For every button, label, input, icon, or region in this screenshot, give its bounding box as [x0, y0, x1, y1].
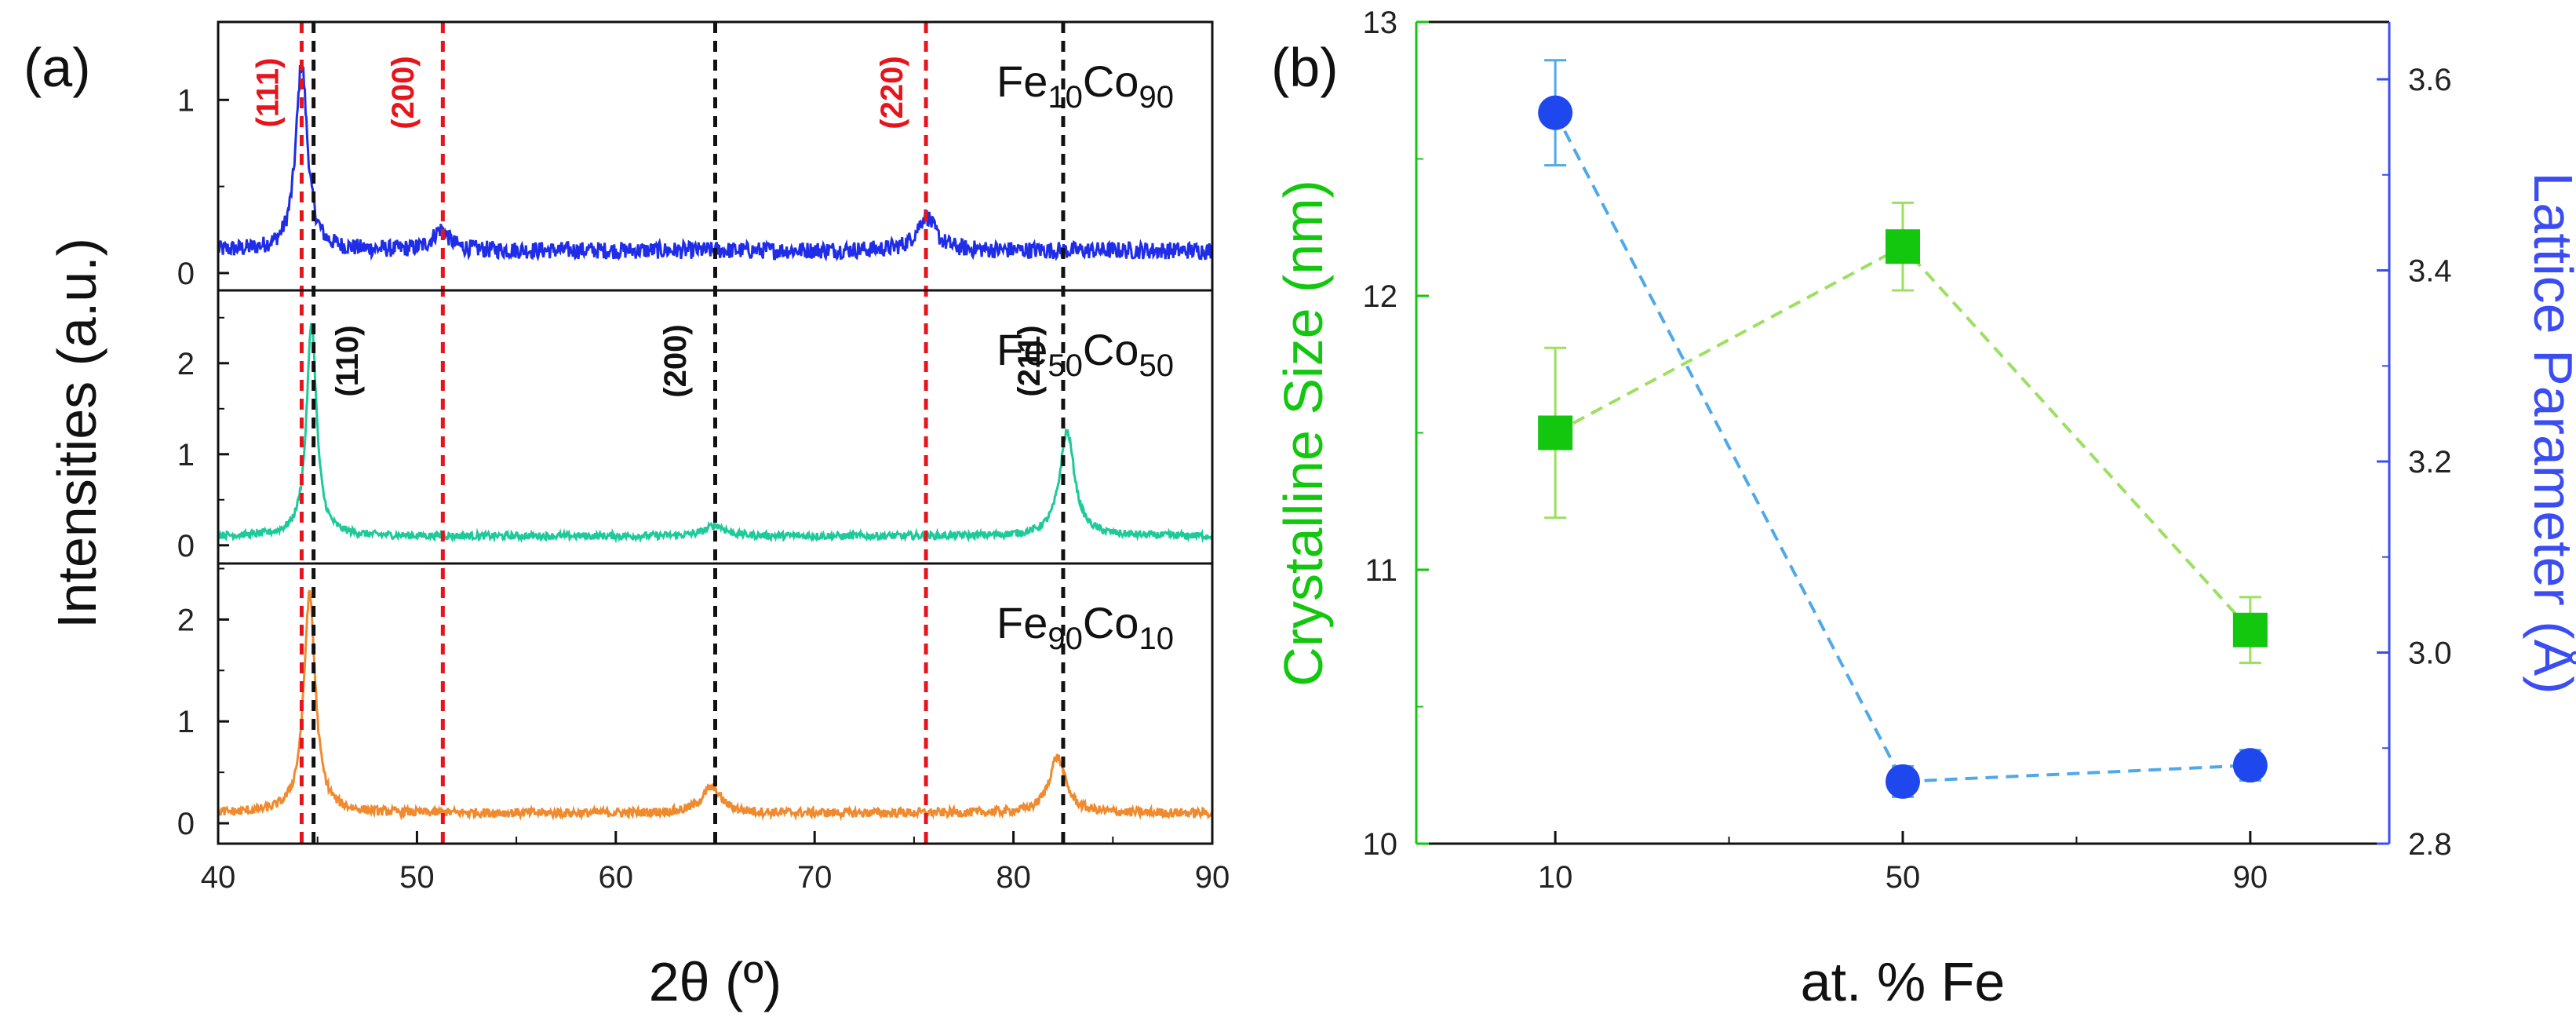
miller-index-label: (200) — [386, 56, 421, 129]
miller-index-label: (200) — [658, 324, 693, 397]
lattice-parameter-marker — [1886, 764, 1920, 799]
y-tick-label: 1 — [177, 83, 195, 118]
right-y-tick-label: 3.6 — [2408, 63, 2452, 97]
right-y-tick-label: 2.8 — [2408, 827, 2452, 862]
subscript: 90 — [1048, 622, 1083, 656]
miller-index-label: (111) — [250, 58, 285, 128]
crystalline-size-marker — [1886, 229, 1920, 264]
y-tick-label: 1 — [177, 438, 195, 472]
y-tick-label: 2 — [177, 603, 195, 637]
lattice-parameter-marker — [1538, 95, 1573, 130]
element-symbol: Co — [1083, 325, 1139, 374]
panel-label-a: (a) — [24, 37, 91, 98]
subscript: 50 — [1048, 348, 1083, 383]
x-tick-label: 10 — [1538, 860, 1573, 895]
left-y-tick-label: 10 — [1363, 827, 1398, 862]
element-symbol: Fe — [997, 57, 1048, 106]
lattice-parameter-marker — [2232, 748, 2268, 783]
left-y-tick-label: 12 — [1363, 279, 1398, 314]
y-tick-label: 0 — [177, 257, 195, 291]
y-axis-title: Intensities (a.u.) — [46, 238, 107, 629]
x-tick-label: 80 — [996, 860, 1031, 895]
miller-index-label: (220) — [875, 56, 909, 129]
element-symbol: Fe — [997, 598, 1048, 647]
x-tick-label: 50 — [1886, 860, 1921, 895]
xrd-trace-Fe50Co50 — [217, 323, 1214, 544]
x-axis-title: 2θ (º) — [649, 951, 782, 1012]
x-tick-label: 90 — [1195, 860, 1230, 895]
y-tick-label: 1 — [177, 705, 195, 739]
subscript: 10 — [1048, 80, 1083, 115]
y-tick-label: 0 — [177, 807, 195, 841]
left-y-tick-label: 11 — [1365, 553, 1397, 588]
crystalline-size-marker — [1538, 415, 1573, 450]
x-tick-label: 70 — [797, 860, 833, 895]
right-y-tick-label: 3.4 — [2408, 254, 2452, 289]
xrd-trace-Fe10Co90 — [217, 64, 1214, 262]
y-tick-label: 0 — [177, 529, 195, 563]
sample-label: Fe10Co90 — [997, 57, 1174, 115]
crystalline-size-marker — [2232, 612, 2268, 647]
x-tick-label: 90 — [2233, 860, 2268, 895]
subscript: 50 — [1139, 348, 1174, 383]
right-y-axis-title: Lattice Parameter (Å) — [2523, 172, 2576, 694]
subscript: 90 — [1139, 80, 1174, 115]
x-tick-label: 60 — [599, 860, 634, 895]
left-y-axis-title: Crystalline Size (nm) — [1273, 180, 1334, 687]
sample-label: Fe50Co50 — [997, 325, 1174, 383]
right-y-tick-label: 3.2 — [2408, 445, 2452, 480]
y-tick-label: 2 — [177, 347, 195, 381]
element-symbol: Co — [1083, 598, 1139, 647]
sample-label: Fe90Co10 — [997, 598, 1174, 656]
x-tick-label: 40 — [201, 860, 236, 895]
panel-label-b: (b) — [1271, 37, 1339, 98]
miller-index-label: (110) — [330, 325, 365, 396]
x-tick-label: 50 — [399, 860, 435, 895]
x-axis-title: at. % Fe — [1801, 951, 2006, 1012]
right-y-tick-label: 3.0 — [2408, 636, 2452, 671]
size-lattice-panel: 10 11 12 13 2.8 3.0 3.2 3.4 3.6 10 50 90 at. % Fe Cry… — [1273, 5, 2576, 1012]
series-line-right — [1554, 111, 2250, 783]
series-line-left — [1554, 244, 2252, 632]
left-y-tick-label: 13 — [1363, 5, 1398, 40]
miller-index-label: (211) — [1012, 325, 1047, 396]
subscript: 10 — [1139, 622, 1174, 656]
element-symbol: Co — [1083, 57, 1139, 106]
element-symbol: Fe — [997, 325, 1048, 374]
